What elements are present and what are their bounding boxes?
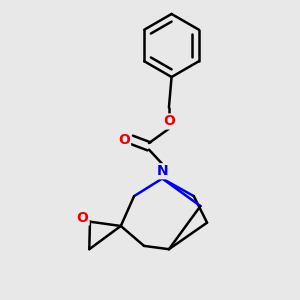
Text: O: O: [77, 211, 88, 225]
Text: O: O: [163, 115, 175, 128]
Text: N: N: [157, 164, 168, 178]
Text: O: O: [118, 133, 130, 147]
